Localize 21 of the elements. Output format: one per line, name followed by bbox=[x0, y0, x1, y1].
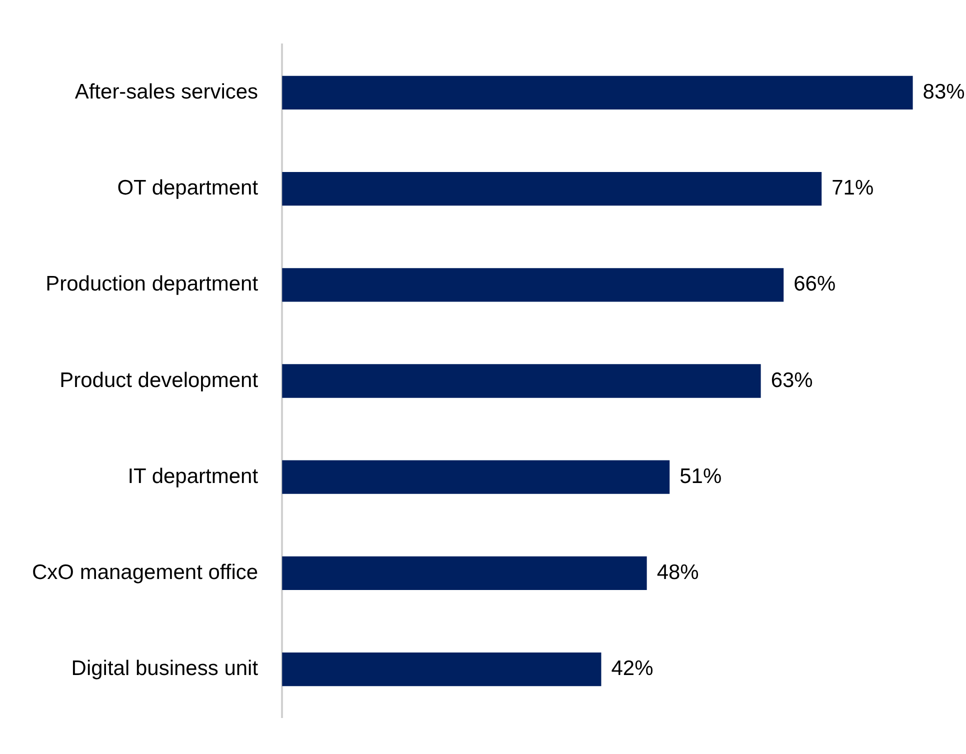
bar bbox=[282, 460, 670, 494]
bar bbox=[282, 652, 602, 686]
bar bbox=[282, 172, 822, 206]
data-label: 71% bbox=[832, 176, 874, 200]
bar bbox=[282, 364, 761, 398]
y-tick-label: Digital business unit bbox=[71, 657, 258, 680]
y-tick-label: CxO management office bbox=[32, 561, 258, 584]
bar bbox=[282, 556, 647, 590]
data-label: 51% bbox=[680, 464, 722, 488]
data-label: 63% bbox=[770, 368, 813, 392]
data-label: 83% bbox=[922, 80, 965, 104]
y-tick-label: Product development bbox=[60, 368, 258, 392]
data-label: 66% bbox=[794, 272, 836, 296]
bar bbox=[282, 268, 784, 302]
data-label: 42% bbox=[611, 657, 654, 680]
y-tick-label: Production department bbox=[46, 272, 258, 296]
y-tick-label: After-sales services bbox=[74, 80, 258, 104]
y-tick-label: OT department bbox=[117, 176, 258, 200]
bar bbox=[282, 76, 913, 110]
y-tick-label: IT department bbox=[128, 464, 258, 488]
data-label: 48% bbox=[656, 561, 699, 584]
